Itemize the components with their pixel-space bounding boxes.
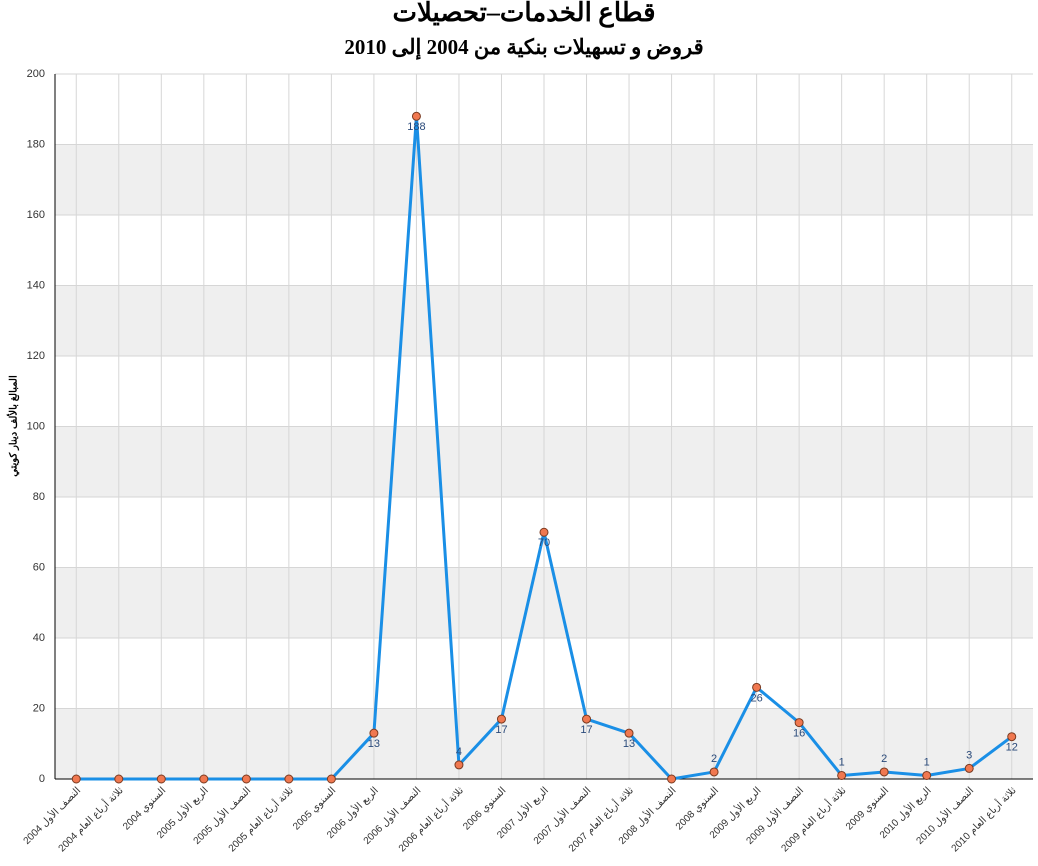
data-point [879, 767, 889, 777]
y-tick-label: 40 [33, 632, 45, 644]
data-point [624, 728, 634, 738]
data-label: 2 [711, 753, 717, 765]
data-point [709, 767, 719, 777]
data-point [794, 718, 804, 728]
data-point [1007, 732, 1017, 742]
data-point [667, 774, 677, 784]
data-point [496, 714, 506, 724]
data-point [454, 760, 464, 770]
data-point [922, 770, 932, 780]
data-point [241, 774, 251, 784]
chart-subtitle: قروض و تسهيلات بنكية من 2004 إلى 2010 [344, 35, 703, 60]
data-label: 13 [623, 738, 635, 750]
data-label: 3 [966, 749, 972, 761]
chart-title: قطاع الخدمات–تحصيلات [393, 0, 656, 28]
y-tick-label: 20 [33, 702, 45, 714]
x-tick-label: السنوي 2005 [291, 785, 338, 832]
y-tick-label: 80 [33, 491, 45, 503]
data-label: 12 [1006, 742, 1018, 754]
data-label: 4 [456, 746, 462, 758]
data-point [199, 774, 209, 784]
y-tick-label: 180 [27, 138, 45, 150]
data-point [369, 728, 379, 738]
data-point [752, 682, 762, 692]
y-tick-label: 160 [27, 209, 45, 221]
data-label: 2 [881, 753, 887, 765]
data-point [156, 774, 166, 784]
data-point [837, 770, 847, 780]
y-tick-label: 0 [39, 773, 45, 785]
data-label: 16 [793, 728, 805, 740]
data-label: 1 [839, 756, 845, 768]
data-label: 1 [924, 756, 930, 768]
x-tick-label: السنوي 2009 [844, 785, 891, 832]
y-tick-label: 100 [27, 420, 45, 432]
data-label: 70 [538, 537, 550, 549]
y-tick-label: 60 [33, 561, 45, 573]
data-point [582, 714, 592, 724]
data-point [284, 774, 294, 784]
data-point [114, 774, 124, 784]
data-point [411, 111, 421, 121]
data-label: 188 [407, 121, 425, 133]
y-tick-label: 140 [27, 279, 45, 291]
data-label: 26 [750, 692, 762, 704]
data-point [326, 774, 336, 784]
data-point [539, 527, 549, 537]
data-label: 17 [580, 724, 592, 736]
y-tick-label: 200 [27, 68, 45, 80]
x-tick-label: السنوي 2006 [461, 785, 508, 832]
x-tick-label: السنوي 2004 [121, 785, 168, 832]
y-tick-label: 120 [27, 350, 45, 362]
y-axis-title: المبالغ بالألف دينار كويتي [8, 375, 20, 477]
x-tick-label: السنوي 2008 [674, 785, 721, 832]
data-label: 13 [368, 738, 380, 750]
data-point [964, 763, 974, 773]
data-point [71, 774, 81, 784]
data-label: 17 [495, 724, 507, 736]
